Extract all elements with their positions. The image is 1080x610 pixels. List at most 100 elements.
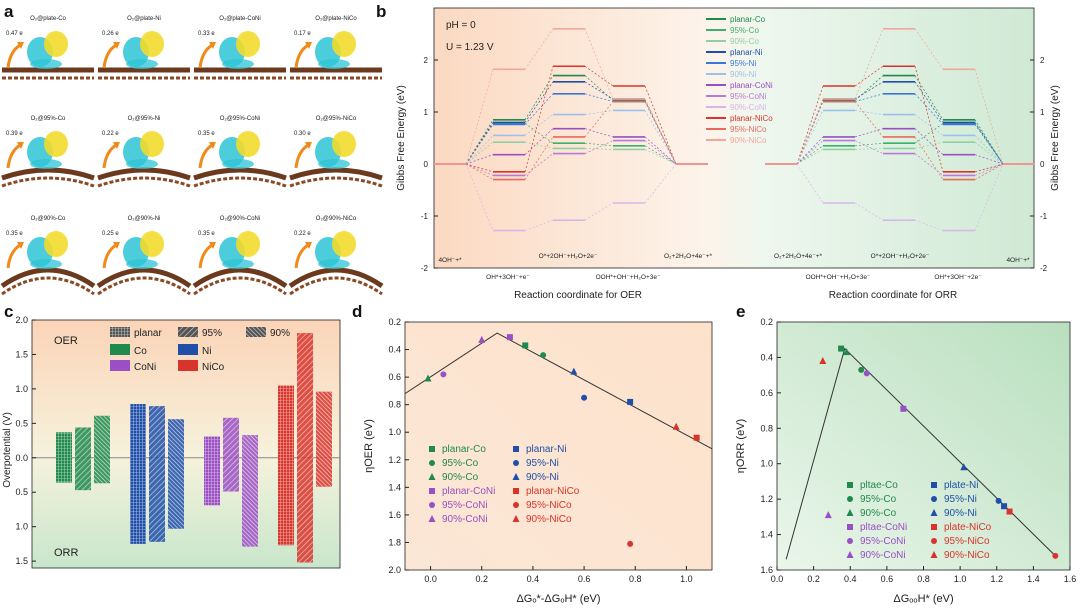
energy-connector-90%-CoNi [914,219,944,231]
y-tick-label: 0.4 [760,352,773,362]
energy-connector-95%-Ni [914,93,944,125]
energy-connector-95%-Co [914,123,944,144]
charge-density-cell: O₂@95%-CoNi 0.35 e [193,116,287,188]
data-point-95%-Ni [581,394,588,401]
arrow-head-icon [209,242,216,249]
energy-connector-90%-Co [584,148,614,150]
y-tick-label: 0.4 [388,345,401,355]
energy-connector-95%-NiCo [974,163,1004,180]
energy-connector-95%-CoNi [974,163,1004,176]
energy-connector-planar-NiCo [974,163,1004,173]
substrate-sublayer [97,176,191,188]
x-tick-label: 1.2 [990,574,1003,584]
charge-transfer-arrow-icon [6,242,23,269]
y-tick-label: 1.6 [388,510,401,520]
legend-color-swatch-Ni [178,344,198,355]
legend-pattern-label: 90% [270,328,290,339]
charge-accumulation-lobe [44,231,68,257]
panel-d-oer-volcano-chart: 0.0 0.2 0.4 0.6 0.8 1.0 0.2 0.4 0.6 0.8 1.0 1.2 1.4 1… [363,317,713,605]
substrate-layer [289,167,383,181]
y-tick-label: 1.2 [388,455,401,465]
y-tick-label: 0.5 [15,418,28,428]
legend-pattern-label: 95% [202,328,222,339]
energy-connector-95%-NiCo [465,163,494,180]
legend-marker-95%-Co [429,460,435,466]
charge-density-cell: O₂@90%-Co 0.35 e [0,216,96,296]
charge-accumulation-lobe [236,31,260,57]
legend-label-95%-NiCo: 95%-NiCo [730,125,767,134]
y-tick-label: 1.0 [15,522,28,532]
energy-connector-90%-CoNi [974,163,1004,231]
legend-label-90%-Ni: 90%-Ni [526,472,559,483]
charge-accumulation-lobe [332,231,356,257]
arrow-head-icon [209,142,216,149]
cell-title: O₂@90%-NiCo [316,216,357,222]
x-axis-label: ΔGₒₒH* (eV) [893,593,953,605]
energy-connector-95%-NiCo [796,101,824,165]
arrow-head-icon [305,142,312,149]
data-point-pltae-CoNi [900,405,907,412]
legend-marker-95%-Co [847,496,853,502]
energy-connector-90%-Ni [524,114,554,136]
legend-color-label: CoNi [134,362,156,373]
y-tick-label-left: 0 [424,160,429,169]
charge-transfer-arrow-icon [294,142,311,169]
charge-density-cell: O₂@plate-Co 0.47 e [1,16,94,80]
arrow-head-icon [17,142,24,149]
cell-charge: 0.17 e [294,31,311,37]
charge-depletion-base [30,159,62,169]
y-tick-label: 0.8 [760,423,773,433]
charge-density-cell: O₂@90%-CoNi 0.35 e [192,216,288,296]
legend-label-plate-NiCo: plate-NiCo [944,522,992,533]
x-tick-label: 0.2 [475,574,488,584]
energy-connector-95%-NiCo [584,101,614,138]
arrow-head-icon [17,42,24,49]
energy-connector-90%-Co [644,149,677,165]
legend-pattern-label: planar [134,328,162,339]
x-tick-label: 0.2 [807,574,820,584]
panel-letter-b: b [376,2,387,21]
energy-connector-planar-NiCo [584,65,614,87]
legend-label-90%-Co: 90%-Co [860,508,897,519]
annotation-potential: U = 1.23 V [446,42,494,53]
y-tick-label: 1.0 [388,427,401,437]
data-point-pltae-Co [838,345,845,352]
legend-color-swatch-Co [110,344,130,355]
y-tick-label: 0.6 [760,388,773,398]
charge-density-cell: O₂@95%-NiCo 0.30 e [289,116,383,188]
y-tick-label: 1.8 [388,537,401,547]
energy-connector-95%-Co [584,142,614,147]
energy-connector-90%-CoNi [524,219,554,231]
energy-connector-95%-NiCo [914,136,944,180]
legend-marker-90%-Co [428,473,436,480]
charge-depletion-base [30,59,62,69]
panel-e-orr-volcano-chart: 0.0 0.2 0.4 0.6 0.8 1.0 1.2 1.4 1.6 0.2 0.4 0.6 0.8 1… [735,317,1076,605]
charge-density-cell: O₂@plate-CoNi 0.33 e [193,16,286,80]
substrate-layer [0,267,96,289]
y-tick-label-right: 1 [1040,108,1045,117]
charge-depletion-base [318,259,350,269]
energy-connector-planar-Ni [584,81,614,100]
bar-pattern-Co-2 [94,415,110,484]
substrate-sublayer [97,276,191,296]
y-tick-label-right: -2 [1040,264,1048,273]
substrate-sublayer [193,276,287,296]
charge-depletion-base [126,59,158,69]
bar-pattern-NiCo-2 [316,391,332,487]
cell-title: O₂@plate-CoNi [219,16,260,22]
x-axis-label-oer: Reaction coordinate for OER [514,290,642,301]
energy-connector-90%-Ni [854,110,884,115]
charge-depletion-base [126,159,158,169]
bar-pattern-CoNi-1 [223,417,239,492]
cell-charge: 0.39 e [6,131,23,137]
substrate-layer [96,267,192,289]
panel-b-free-energy-chart: -2 -2 -1 -1 0 0 1 1 2 2 Gibbs Free Energy (eV) Gibb… [396,7,1061,301]
arrow-head-icon [305,242,312,249]
charge-transfer-arrow-icon [294,42,311,69]
arrow-head-icon [209,42,216,49]
charge-transfer-arrow-icon [198,242,215,269]
energy-connector-planar-NiCo [465,163,494,173]
legend-label-90%-Ni: 90%-Ni [730,70,756,79]
bar-pattern-Co-0 [56,432,72,483]
legend-color-label: NiCo [202,362,225,373]
